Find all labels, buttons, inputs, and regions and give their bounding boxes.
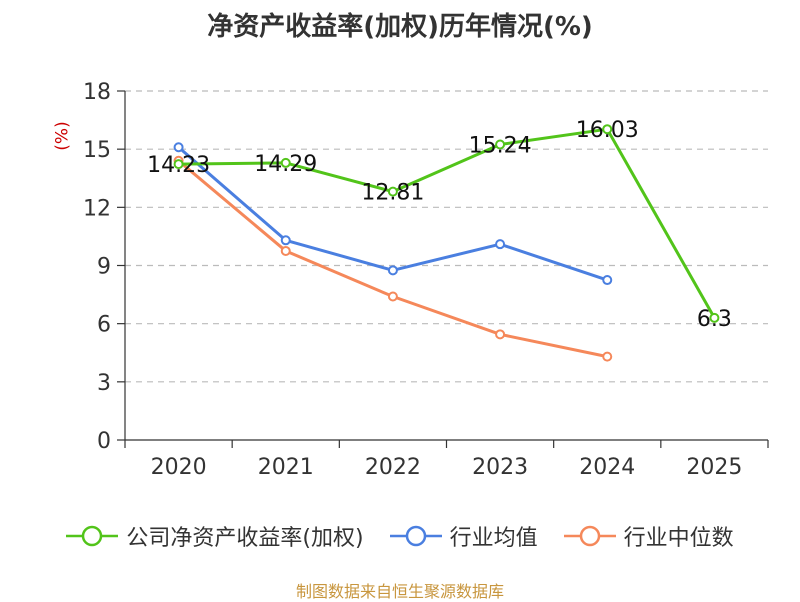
legend: 公司净资产收益率(加权) 行业均值 行业中位数 (0, 518, 800, 554)
x-tick-label-2025: 2025 (686, 455, 742, 480)
series-2-point-2021 (280, 245, 291, 256)
x-tick-label-2020: 2020 (151, 455, 207, 480)
series-2-point-2024 (602, 351, 613, 362)
legend-item-industry-median[interactable]: 行业中位数 (563, 520, 734, 552)
data-label-2021: 14.29 (254, 152, 317, 177)
y-tick-label-9: 9 (97, 255, 111, 280)
x-tick-label-2021: 2021 (258, 455, 314, 480)
data-label-2020: 14.23 (147, 153, 210, 178)
x-tick-label-2023: 2023 (472, 455, 528, 480)
y-tick-label-3: 3 (97, 371, 111, 396)
x-tick-label-2022: 2022 (365, 455, 421, 480)
y-tick-label-15: 15 (83, 138, 111, 163)
series-1-point-2023 (495, 239, 506, 250)
data-label-2023: 15.24 (469, 134, 532, 159)
series-0-point-2025 (709, 312, 720, 323)
y-tick-label-0: 0 (97, 429, 111, 454)
series-1-point-2022 (387, 265, 398, 276)
data-label-2022: 12.81 (361, 181, 424, 206)
y-tick-label-18: 18 (83, 80, 111, 105)
legend-marker-company (66, 525, 119, 547)
legend-label-industry-median: 行业中位数 (623, 526, 734, 551)
chart-title: 净资产收益率(加权)历年情况(%) (207, 12, 593, 42)
legend-item-company[interactable]: 公司净资产收益率(加权) (66, 520, 364, 552)
series-1-point-2021 (280, 235, 291, 246)
data-label-2024: 16.03 (576, 118, 639, 143)
series-1-point-2024 (602, 275, 613, 286)
legend-marker-industry-mean (389, 525, 442, 547)
data-label-2025: 6.3 (697, 307, 732, 332)
data-source-note: 制图数据来自恒生聚源数据库 (295, 582, 504, 601)
x-tick-label-2024: 2024 (579, 455, 635, 480)
series-0-point-2023 (495, 139, 506, 150)
y-tick-label-6: 6 (97, 313, 111, 338)
series-line-0 (178, 127, 716, 319)
series-2-point-2022 (387, 291, 398, 302)
legend-label-company: 公司净资产收益率(加权) (126, 526, 364, 551)
series-0-point-2020 (173, 159, 184, 170)
legend-label-industry-mean: 行业均值 (449, 526, 538, 551)
y-tick-label-12: 12 (83, 196, 111, 221)
series-2-point-2023 (495, 329, 506, 340)
series-0-point-2022 (387, 186, 398, 197)
series-0-point-2024 (602, 124, 613, 135)
legend-item-industry-mean[interactable]: 行业均值 (389, 520, 538, 552)
legend-marker-industry-median (563, 525, 616, 547)
series-0-point-2021 (280, 157, 291, 168)
series-1-point-2020 (173, 142, 184, 153)
